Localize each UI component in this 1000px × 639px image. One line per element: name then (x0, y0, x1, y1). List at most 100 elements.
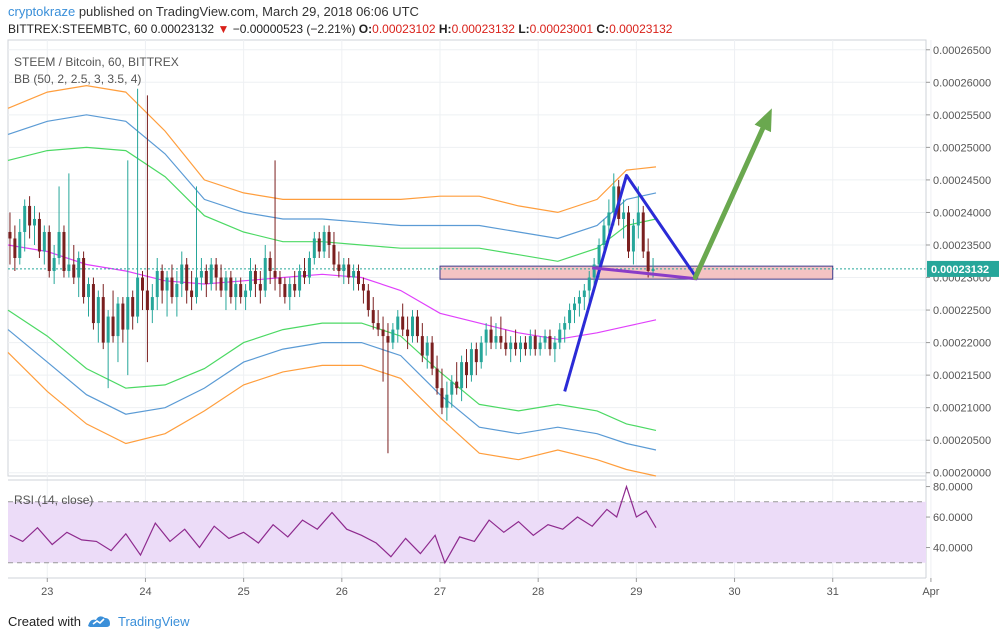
candle-body (391, 329, 395, 343)
candle-body (52, 258, 56, 272)
open-label: O: (358, 22, 373, 36)
high-label: H: (438, 22, 452, 36)
candle-body (141, 277, 145, 291)
bullish-arrow-head (754, 108, 772, 133)
candle-body (106, 316, 110, 343)
candle-body (465, 362, 469, 376)
candle-body (37, 218, 41, 252)
candle-body (342, 264, 346, 272)
candle-body (209, 264, 213, 285)
time-tick-label: 31 (827, 586, 839, 598)
time-tick-label: 28 (532, 586, 544, 598)
author-link[interactable]: cryptokraze (8, 4, 76, 19)
candle-body (155, 271, 159, 298)
triangle-base (592, 266, 698, 281)
bb-upper2-line (7, 146, 657, 262)
candle-body (420, 336, 424, 356)
price-tick-label: 0.00026000 (933, 77, 991, 89)
footer: Created with TradingView (0, 606, 1000, 639)
candle-body (651, 269, 655, 272)
candle-body (303, 271, 307, 278)
price-tick-label: 0.00022500 (933, 305, 991, 317)
rsi-tick-label: 60.0000 (933, 512, 973, 524)
candle-body (249, 271, 253, 291)
candle-body (494, 336, 498, 343)
candle-body (533, 336, 537, 350)
bb-lower1-line (7, 329, 657, 451)
price-tick-label: 0.00022000 (933, 338, 991, 350)
chart-header: cryptokraze published on TradingView.com… (0, 0, 1000, 42)
candle-body (519, 342, 523, 350)
candle-body (298, 271, 302, 291)
candle-body (101, 297, 105, 343)
candle-body (430, 342, 434, 369)
candle-body (170, 277, 174, 298)
candle-body (337, 264, 341, 272)
candle-body (87, 284, 91, 298)
candle-body (602, 225, 606, 245)
candle-body (150, 297, 154, 311)
candle-body (23, 205, 27, 232)
main-grid (7, 39, 932, 578)
candle-body (126, 297, 130, 330)
candle-body (440, 388, 444, 408)
bb-upper1-line (7, 114, 657, 240)
candle-body (445, 394, 449, 408)
candle-body (396, 316, 400, 330)
candle-body (366, 290, 370, 311)
price-tick-label: 0.00025000 (933, 142, 991, 154)
candle-body (607, 212, 611, 226)
candle-body (597, 244, 601, 265)
candle-body (77, 258, 81, 278)
rsi-label: RSI (14, close) (14, 493, 93, 507)
candle-body (322, 231, 326, 252)
candle-body (204, 271, 208, 285)
candle-body (450, 381, 454, 395)
symbol-quote: BITTREX:STEEMBTC, 60 0.00023132 ▼ −0.000… (8, 22, 672, 36)
candle-body (62, 231, 66, 272)
candle-body (239, 284, 243, 298)
price-tick-label: 0.00024500 (933, 175, 991, 187)
candle-body (415, 316, 419, 337)
candle-body (523, 342, 527, 350)
tradingview-brand-link[interactable]: TradingView (118, 614, 190, 629)
last-price: 0.00023132 (150, 22, 215, 36)
candle-body (28, 205, 32, 226)
candle-body (376, 323, 380, 330)
time-tick-label: 30 (728, 586, 740, 598)
time-tick-label: 23 (41, 586, 53, 598)
drawing-tools (563, 108, 772, 392)
candle-body (460, 362, 464, 389)
candle-body (582, 290, 586, 298)
time-tick-label: 24 (139, 586, 151, 598)
rsi-tick-label: 40.0000 (933, 543, 973, 555)
candle-body (489, 329, 493, 343)
candle-body (263, 258, 267, 291)
candle-body (612, 186, 616, 213)
chart-title: STEEM / Bitcoin, 60, BITTREX (14, 55, 179, 69)
candle-body (91, 284, 95, 324)
candle-body (577, 297, 581, 304)
price-tick-label: 0.00025500 (933, 110, 991, 122)
candle-body (563, 323, 567, 330)
candle-body (57, 231, 61, 258)
candle-body (293, 284, 297, 291)
candle-body (455, 381, 459, 389)
candle-body (234, 284, 238, 298)
candle-body (190, 290, 194, 298)
candle-body (474, 349, 478, 363)
chart-canvas[interactable]: 0.00020000 0.00020500 0.00021000 0.00021500… (0, 38, 1000, 606)
candle-body (553, 342, 557, 350)
candle-body (352, 271, 356, 278)
low-label: L: (518, 22, 530, 36)
last-price-tag (927, 260, 999, 277)
candle-body (47, 231, 51, 272)
candle-body (484, 329, 488, 343)
candle-body (592, 264, 596, 278)
bb-lower3-line (7, 351, 657, 477)
candle-body (558, 329, 562, 343)
candle-body (131, 297, 135, 317)
candle-body (229, 277, 233, 298)
low-value: 0.00023001 (529, 22, 594, 36)
candle-body (214, 264, 218, 278)
